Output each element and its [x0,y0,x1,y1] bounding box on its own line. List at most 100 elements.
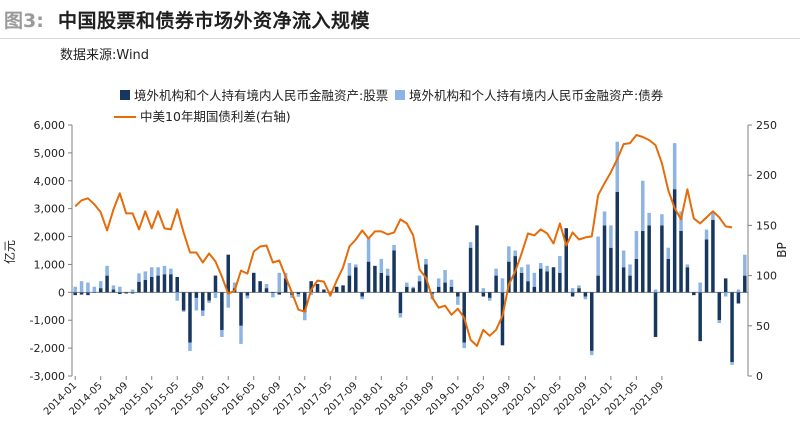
bar-bond [545,265,549,272]
bar-bond [86,282,90,293]
bar-bond [226,292,230,308]
bar-stock [188,292,192,343]
bar-stock [239,292,243,326]
bar-stock [628,275,632,293]
bar-bond [175,292,179,301]
bar-stock [405,286,409,293]
y-axis-label: 亿元 [2,240,17,264]
bar-bond [621,250,626,268]
bar-bond [615,141,620,192]
bar-stock [641,230,645,293]
bar-stock [303,292,307,312]
bar-bond [411,286,415,289]
bar-bond [366,237,371,262]
bar-bond [290,295,294,298]
bar-stock [577,288,581,293]
bar-bond [130,289,135,293]
bar-stock [143,279,148,293]
y-tick-label: 5,000 [34,147,66,160]
bar-stock [564,228,568,293]
bar-stock [347,275,352,293]
bar-stock [86,292,90,296]
bar-bond [137,273,141,282]
bar-stock [519,272,524,293]
bar-stock [475,225,479,293]
bar-stock [551,267,556,293]
bar-stock [507,261,511,293]
y-tick-label: 2,000 [34,231,66,244]
bar-bond [143,271,148,280]
bar-bond [628,264,632,276]
y2-tick-label: 50 [756,320,770,333]
bar-stock [430,292,435,294]
bar-stock [200,292,205,311]
bar-stock [679,230,683,293]
bar-bond [309,292,313,296]
bar-stock [181,292,186,311]
bar-stock [468,247,473,293]
bar-stock [341,285,345,293]
bar-stock [723,278,728,293]
bar-stock [213,275,218,293]
bar-stock [379,272,384,293]
y-tick-label: -2,000 [30,342,65,355]
bar-bond [449,279,454,287]
bar-bond [392,244,396,251]
bar-stock [545,271,549,293]
bar-stock [169,274,173,293]
bar-bond [245,295,250,299]
bar-stock [443,282,447,293]
bar-stock [309,281,313,293]
bar-bond [570,288,575,293]
bar-stock [513,256,517,293]
header-divider [0,38,800,39]
bar-bond [360,296,364,300]
bar-bond [271,293,275,298]
figure-label: 图3: [4,10,44,32]
bar-bond [685,264,690,268]
bar-stock [615,191,620,293]
bar-stock [590,292,594,351]
bar-bond [500,278,505,293]
bar-bond [462,342,466,349]
bar-stock [162,274,167,293]
bar-bond [487,297,492,301]
spread-line [74,134,733,347]
chart-legend: 境外机构和个人持有境内人民币金融资产:股票 境外机构和个人持有境内人民币金融资产… [114,88,664,124]
bar-stock [73,292,77,296]
bar-stock [666,258,671,293]
bar-bond [73,286,77,293]
bar-stock [653,292,658,337]
bar-bond [743,254,747,276]
bar-bond [118,286,122,293]
bar-bond [436,278,441,287]
y2-tick-label: 150 [756,219,777,232]
bar-bond [723,292,728,297]
bar-stock [271,292,275,294]
y2-axis-label: BP [775,242,789,257]
bar-stock [315,283,320,293]
bar-stock [621,267,626,293]
bar-stock [156,275,160,293]
bar-bond [538,263,543,269]
bar-bond [79,281,84,293]
bar-stock [149,276,154,293]
bar-stock [111,289,116,293]
bar-bond [213,292,218,298]
bar-bond [558,256,562,273]
bar-bond [736,289,741,293]
bar-stock [137,281,141,293]
bar-bond [239,325,243,344]
bar-stock [449,286,454,293]
bar-stock [258,281,262,293]
bar-stock [494,275,498,293]
bar-stock [277,292,282,295]
bar-stock [411,288,415,293]
bar-stock [500,292,505,346]
bar-stock [730,292,734,363]
y-tick-label: -3,000 [30,370,65,383]
bar-stock [398,292,403,314]
bar-bond [398,313,403,318]
bar-stock [570,292,575,297]
